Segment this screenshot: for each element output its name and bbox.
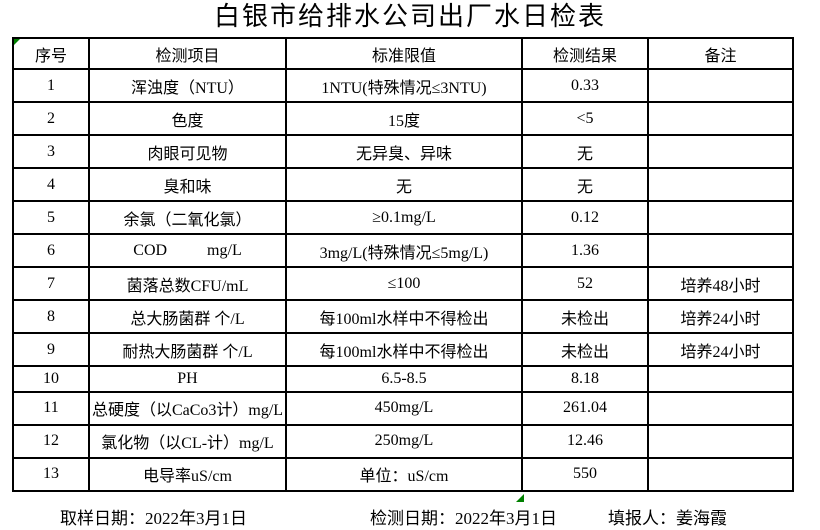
cell-limit: 单位：uS/cm: [285, 456, 523, 493]
table-row: 7 菌落总数CFU/mL ≤100 52 培养48小时: [12, 266, 794, 302]
cell-limit: ≤100: [285, 266, 523, 302]
cell-limit: 250mg/L: [285, 423, 523, 459]
cell-item: 总硬度（以CaCo3计）mg/L: [88, 390, 287, 426]
cell-note: [647, 67, 794, 104]
table-row: 2 色度 15度 <5: [12, 101, 794, 137]
footer: 取样日期：2022年3月1日 检测日期：2022年3月1日 填报人：姜海霞: [0, 504, 820, 528]
cell-no: 4: [12, 167, 90, 203]
cell-no: 11: [12, 390, 90, 426]
header-no: 序号: [12, 37, 90, 70]
cell-item: 氯化物（以CL-计）mg/L: [88, 423, 287, 459]
table-row: 6 COD mg/L 3mg/L(特殊情况≤5mg/L) 1.36: [12, 233, 794, 269]
cell-note: [647, 200, 794, 236]
cell-note: [647, 233, 794, 269]
cell-item: 余氯（二氧化氯）: [88, 200, 287, 236]
cell-note: [647, 134, 794, 170]
cell-no: 12: [12, 423, 90, 459]
cell-note: [647, 365, 794, 393]
cell-result: 未检出: [521, 299, 649, 335]
cell-no: 10: [12, 365, 90, 393]
cell-limit: 无异臭、异味: [285, 134, 523, 170]
cell-result: <5: [521, 101, 649, 137]
cell-result: 无: [521, 167, 649, 203]
sample-date-label: 取样日期：2022年3月1日: [60, 509, 247, 528]
table-row: 12 氯化物（以CL-计）mg/L 250mg/L 12.46: [12, 423, 794, 459]
water-quality-table: 序号 检测项目 标准限值 检测结果 备注 1 浑浊度（NTU） 1NTU(特殊情…: [12, 37, 794, 493]
table-row: 3 肉眼可见物 无异臭、异味 无: [12, 134, 794, 170]
header-note: 备注: [647, 37, 794, 70]
cell-result: 550: [521, 456, 649, 493]
cell-item: 色度: [88, 101, 287, 137]
cell-item: 肉眼可见物: [88, 134, 287, 170]
test-date-label: 检测日期：2022年3月1日: [370, 509, 557, 528]
cell-item: 电导率uS/cm: [88, 456, 287, 493]
cell-limit: 每100ml水样中不得检出: [285, 299, 523, 335]
cell-limit: 无: [285, 167, 523, 203]
cell-note: [647, 423, 794, 459]
page-title: 白银市给排水公司出厂水日检表: [213, 2, 606, 31]
cell-result: 0.33: [521, 67, 649, 104]
table-row: 8 总大肠菌群 个/L 每100ml水样中不得检出 未检出 培养24小时: [12, 299, 794, 335]
cell-result: 0.12: [521, 200, 649, 236]
cell-no: 2: [12, 101, 90, 137]
cell-note: 培养48小时: [647, 266, 794, 302]
cell-limit: 15度: [285, 101, 523, 137]
cell-note: 培养24小时: [647, 299, 794, 335]
cell-result: 无: [521, 134, 649, 170]
cell-item: COD mg/L: [88, 233, 287, 269]
table-row: 13 电导率uS/cm 单位：uS/cm 550: [12, 456, 794, 493]
cell-limit: 3mg/L(特殊情况≤5mg/L): [285, 233, 523, 269]
cell-item: PH: [88, 365, 287, 393]
cell-result: 52: [521, 266, 649, 302]
cell-no: 9: [12, 332, 90, 368]
table-row: 9 耐热大肠菌群 个/L 每100ml水样中不得检出 未检出 培养24小时: [12, 332, 794, 368]
cell-limit: 1NTU(特殊情况≤3NTU): [285, 67, 523, 104]
cell-limit: 每100ml水样中不得检出: [285, 332, 523, 368]
cell-no: 8: [12, 299, 90, 335]
cell-result: 8.18: [521, 365, 649, 393]
cell-note: 培养24小时: [647, 332, 794, 368]
header-result: 检测结果: [521, 37, 649, 70]
header-limit: 标准限值: [285, 37, 523, 70]
cell-note: [647, 456, 794, 493]
cell-result: 12.46: [521, 423, 649, 459]
cell-limit: ≥0.1mg/L: [285, 200, 523, 236]
table-row: 10 PH 6.5-8.5 8.18: [12, 365, 794, 393]
table-header-row: 序号 检测项目 标准限值 检测结果 备注: [12, 37, 794, 70]
cell-item: 总大肠菌群 个/L: [88, 299, 287, 335]
table-row: 11 总硬度（以CaCo3计）mg/L 450mg/L 261.04: [12, 390, 794, 426]
header-item: 检测项目: [88, 37, 287, 70]
cell-no: 6: [12, 233, 90, 269]
cell-limit: 450mg/L: [285, 390, 523, 426]
cell-result: 261.04: [521, 390, 649, 426]
cell-note: [647, 167, 794, 203]
table-row: 4 臭和味 无 无: [12, 167, 794, 203]
cell-no: 3: [12, 134, 90, 170]
cell-no: 7: [12, 266, 90, 302]
cell-note: [647, 390, 794, 426]
table-row: 5 余氯（二氧化氯） ≥0.1mg/L 0.12: [12, 200, 794, 236]
cell-note: [647, 101, 794, 137]
table-row: 1 浑浊度（NTU） 1NTU(特殊情况≤3NTU) 0.33: [12, 67, 794, 104]
cell-item: 浑浊度（NTU）: [88, 67, 287, 104]
cell-no: 1: [12, 67, 90, 104]
cell-item: 菌落总数CFU/mL: [88, 266, 287, 302]
cell-limit: 6.5-8.5: [285, 365, 523, 393]
cell-item: 臭和味: [88, 167, 287, 203]
cell-result: 1.36: [521, 233, 649, 269]
cell-result: 未检出: [521, 332, 649, 368]
cell-error-marker-icon: [516, 494, 524, 502]
cell-no: 13: [12, 456, 90, 493]
cell-no: 5: [12, 200, 90, 236]
cell-item: 耐热大肠菌群 个/L: [88, 332, 287, 368]
reporter-label: 填报人：姜海霞: [608, 509, 727, 528]
